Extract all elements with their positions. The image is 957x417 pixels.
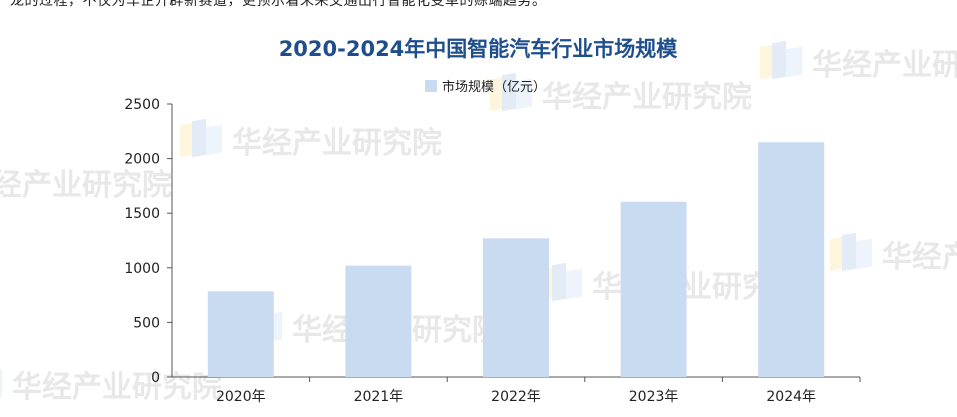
- plot-area: 0 500 1000 1500 2000 2500 2020年 2021年 2022年 2023年…: [124, 97, 861, 405]
- legend-swatch: [425, 80, 437, 92]
- x-tick-label: 2021年: [354, 389, 404, 405]
- intro-text: 龙的过程，不仅为车企开辟新赛道，更预示着未来交通出行智能化变革的赊端趋势。: [10, 0, 547, 9]
- x-tick-label: 2020年: [216, 389, 266, 405]
- bar: [483, 238, 549, 377]
- y-tick-label: 2500: [124, 97, 160, 113]
- bar: [758, 142, 825, 377]
- y-tick-label: 500: [133, 315, 160, 331]
- y-tick-label: 2000: [124, 152, 160, 168]
- y-tick-label: 1000: [124, 261, 160, 277]
- x-tick-label: 2024年: [766, 389, 816, 405]
- bar: [207, 291, 274, 377]
- legend: 市场规模（亿元）: [425, 79, 546, 95]
- x-tick-label: 2022年: [491, 389, 541, 405]
- bar: [620, 201, 687, 377]
- y-tick-label: 1500: [124, 206, 160, 222]
- chart-title: 2020-2024年中国智能汽车行业市场规模: [279, 37, 679, 61]
- y-tick-label: 0: [151, 370, 160, 386]
- bar: [345, 265, 412, 377]
- x-tick-label: 2023年: [629, 389, 679, 405]
- legend-label: 市场规模（亿元）: [442, 79, 546, 95]
